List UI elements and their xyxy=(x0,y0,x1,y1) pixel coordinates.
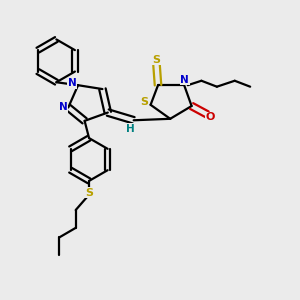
Text: N: N xyxy=(58,103,67,112)
Text: H: H xyxy=(126,124,134,134)
Text: N: N xyxy=(68,78,76,88)
Text: S: S xyxy=(140,97,148,107)
Text: O: O xyxy=(206,112,215,122)
Text: S: S xyxy=(85,188,93,198)
Text: S: S xyxy=(152,55,160,64)
Text: N: N xyxy=(180,75,189,85)
